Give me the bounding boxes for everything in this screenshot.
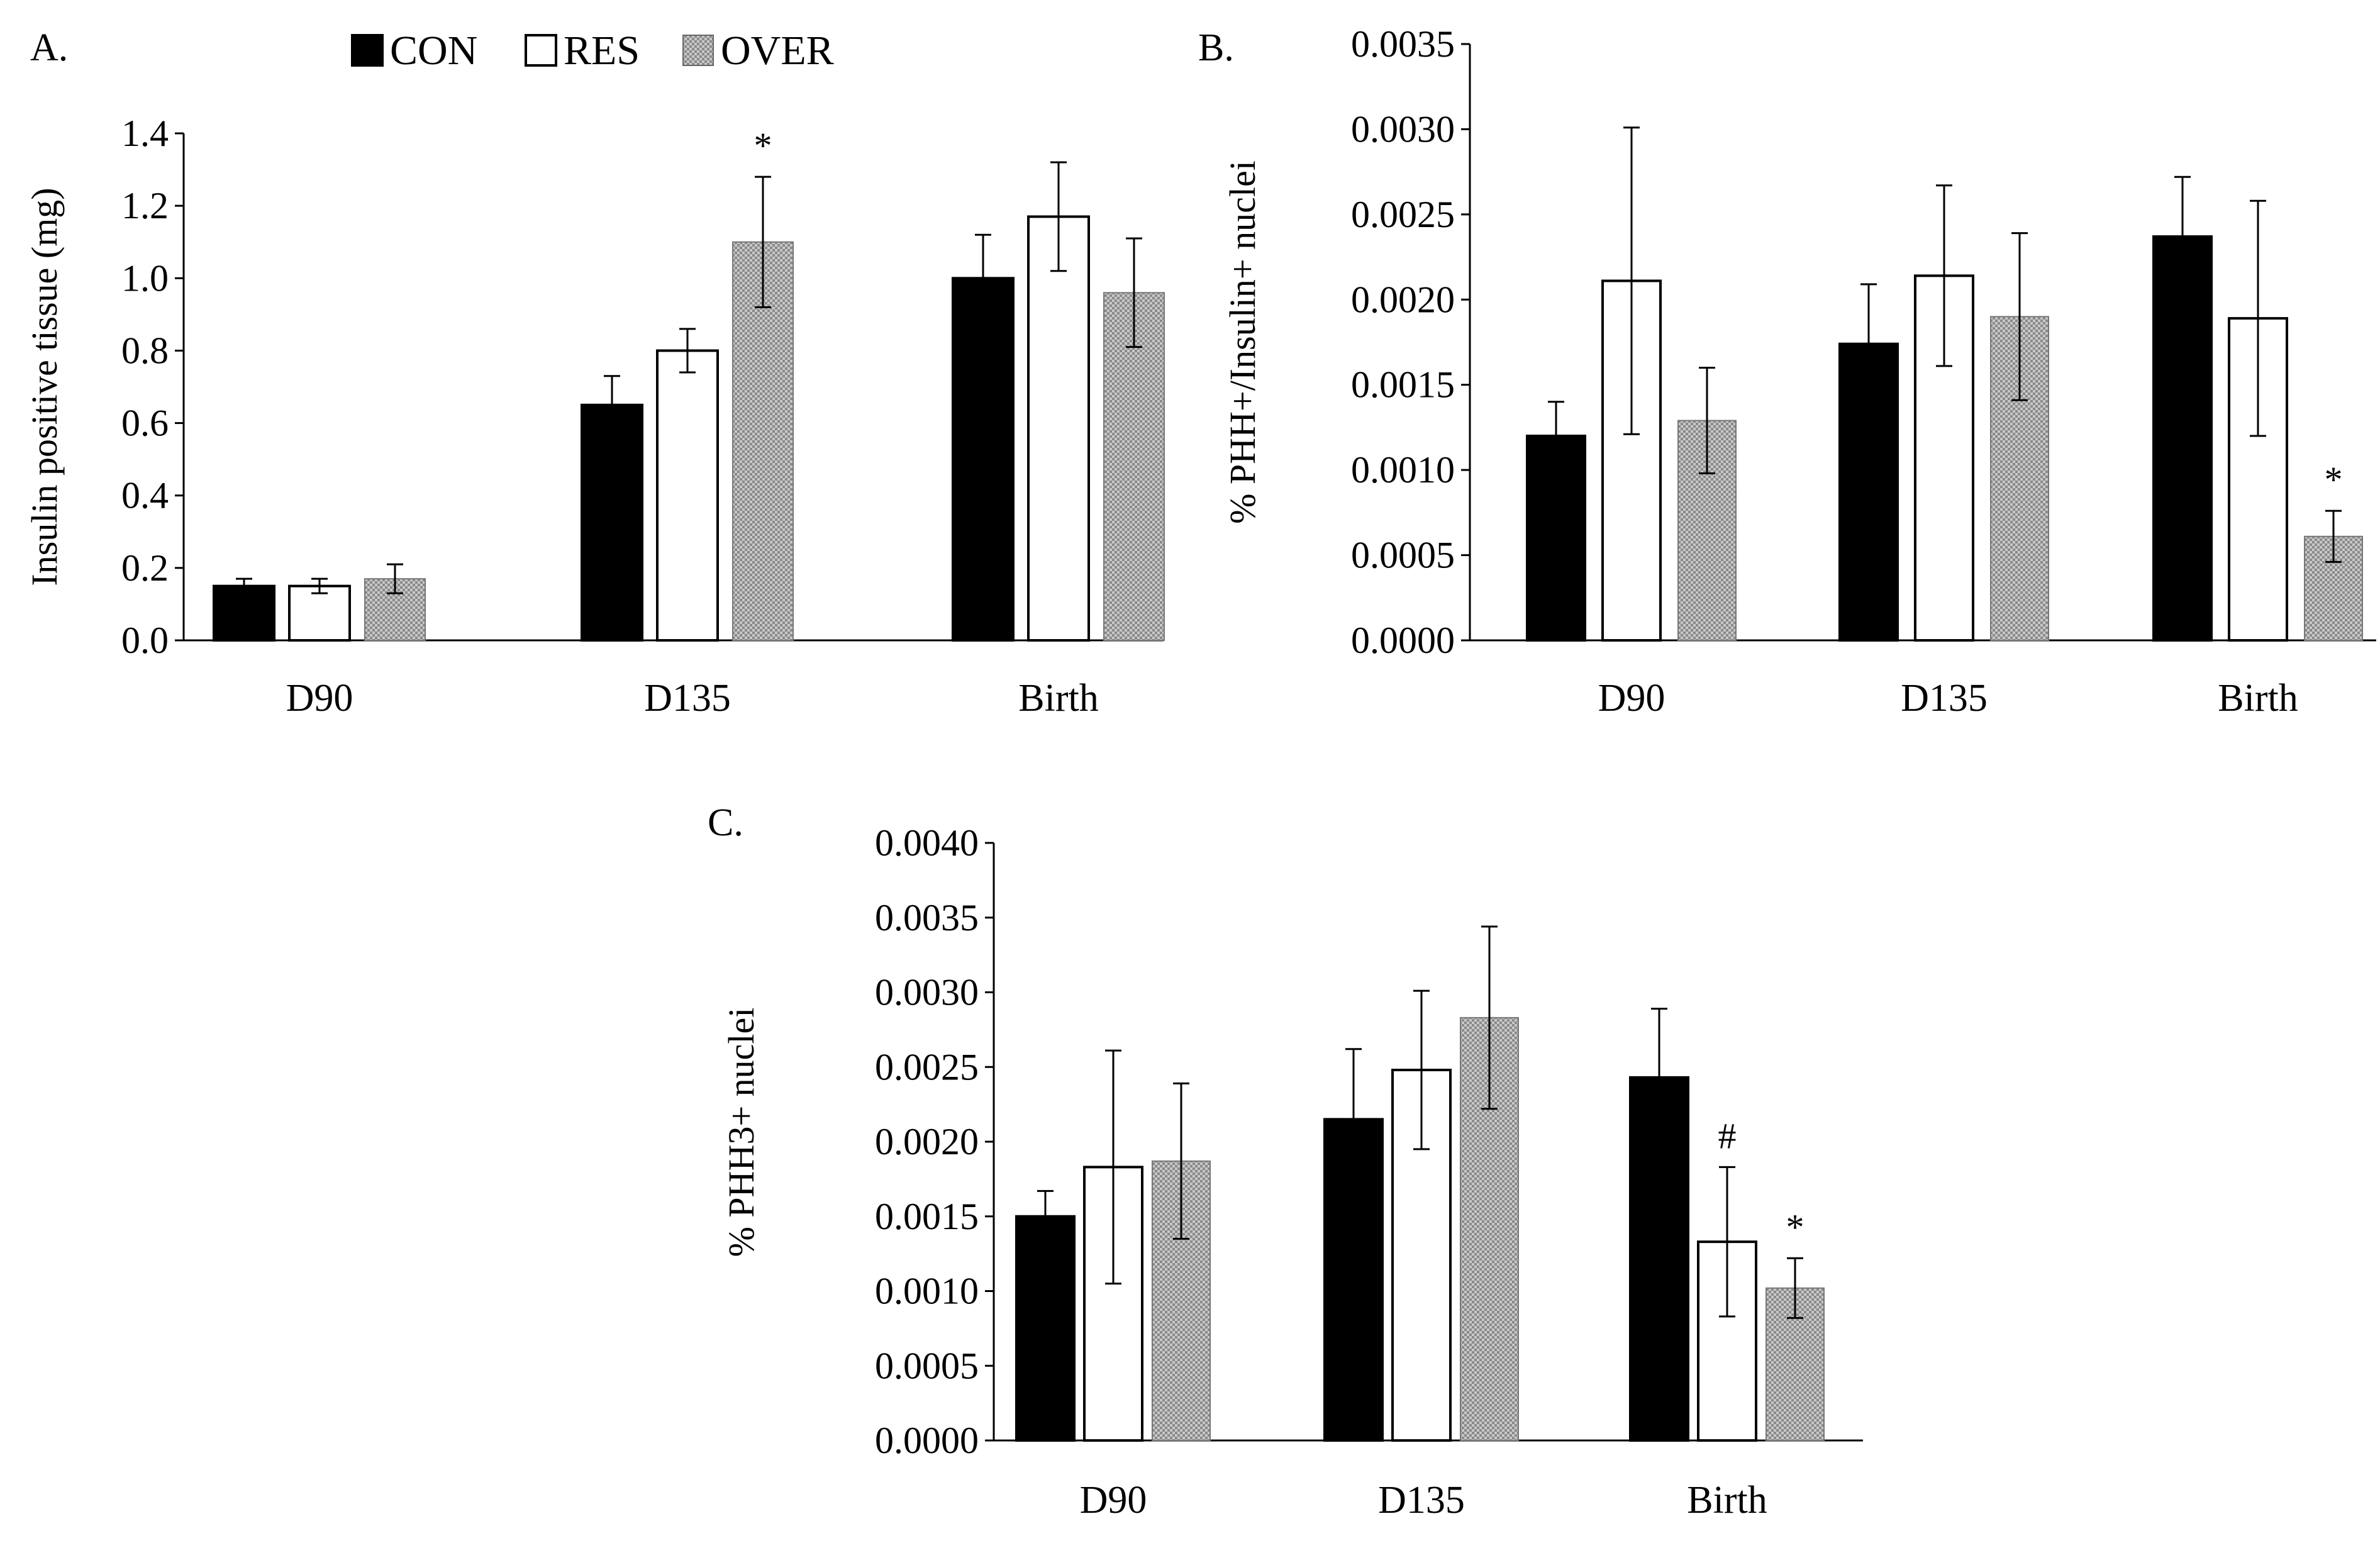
y-tick-label: 0.2 (121, 547, 169, 589)
legend-label-res: RES (564, 28, 640, 74)
bar-con (581, 403, 643, 642)
y-tick-label: 1.0 (121, 257, 169, 299)
y-tick-label: 0.0030 (875, 972, 979, 1013)
x-category-label: D135 (644, 677, 731, 720)
legend: CON RES OVER (351, 28, 834, 74)
y-axis-label: % PHH3+ nuclei (721, 1008, 762, 1257)
x-category-label: D90 (1080, 1479, 1147, 1522)
y-tick-label: 0.0010 (875, 1271, 979, 1312)
bar-con (952, 277, 1015, 642)
bar-over (732, 241, 794, 641)
bar-res (656, 349, 719, 642)
y-tick-label: 0.0035 (1351, 23, 1455, 65)
y-tick-label: 0.4 (121, 475, 169, 516)
legend-label-con: CON (390, 28, 477, 74)
y-tick-label: 0.0005 (1351, 535, 1455, 576)
panel-a: A. 0.0 0.2 0.4 0.6 0.8 1.0 1.2 1.4 Insulin positi… (24, 26, 1165, 720)
y-tick-label: 0.0000 (1351, 620, 1455, 661)
y-tick-label: 0.0030 (1351, 108, 1455, 150)
legend-swatch-over (682, 35, 714, 66)
y-tick-label: 0.8 (121, 330, 169, 371)
y-tick-label: 0.0015 (875, 1196, 979, 1237)
panel-label: A. (30, 26, 68, 69)
y-tick-label: 1.4 (121, 113, 169, 154)
y-tick-label: 0.0040 (875, 822, 979, 864)
panel-label: C. (708, 801, 743, 844)
y-tick-label: 0.0025 (1351, 194, 1455, 235)
y-tick-label: 0.0020 (1351, 279, 1455, 320)
x-category-label: D90 (286, 677, 353, 720)
panel-label: B. (1198, 26, 1234, 69)
legend-swatch-res (525, 34, 557, 67)
y-tick-label: 0.0 (121, 620, 169, 661)
y-tick-label: 0.0035 (875, 897, 979, 939)
x-category-label: Birth (2218, 677, 2298, 720)
panel-c: C. 0.0000 0.0005 0.0010 0.0015 0.0020 0.0025 0.… (708, 801, 1863, 1522)
panel-b: B. 0.0000 0.0005 0.0010 0.0015 0.0020 0.0025 0.… (1198, 23, 2376, 720)
significance-annotation: # (1718, 1115, 1737, 1156)
bar-con (2152, 235, 2213, 642)
bar-over (1103, 292, 1165, 642)
legend-label-over: OVER (721, 28, 834, 74)
x-category-label: D135 (1378, 1479, 1465, 1522)
significance-annotation: * (2325, 459, 2343, 500)
bar-res (1027, 215, 1090, 642)
bar-res (1391, 1069, 1452, 1442)
y-tick-label: 0.0000 (875, 1420, 979, 1461)
y-axis-label: Insulin positive tissue (mg) (24, 187, 65, 586)
y-axis-label: % PHH+/Insulin+ nuclei (1222, 160, 1263, 524)
x-category-label: Birth (1687, 1479, 1767, 1522)
significance-annotation: * (1786, 1206, 1804, 1247)
y-tick-label: 0.0010 (1351, 449, 1455, 491)
bar-over (364, 578, 426, 642)
y-tick-label: 0.0015 (1351, 364, 1455, 406)
x-category-label: D90 (1598, 677, 1665, 720)
y-tick-label: 0.0025 (875, 1046, 979, 1088)
x-category-label: Birth (1018, 677, 1098, 720)
significance-annotation: * (754, 125, 772, 166)
bar-con (1015, 1215, 1076, 1442)
y-tick-label: 0.6 (121, 403, 169, 444)
y-tick-label: 1.2 (121, 185, 169, 226)
x-category-label: D135 (1901, 677, 1988, 720)
legend-swatch-con (351, 34, 384, 67)
y-tick-label: 0.0020 (875, 1121, 979, 1162)
y-tick-label: 0.0005 (875, 1345, 979, 1386)
